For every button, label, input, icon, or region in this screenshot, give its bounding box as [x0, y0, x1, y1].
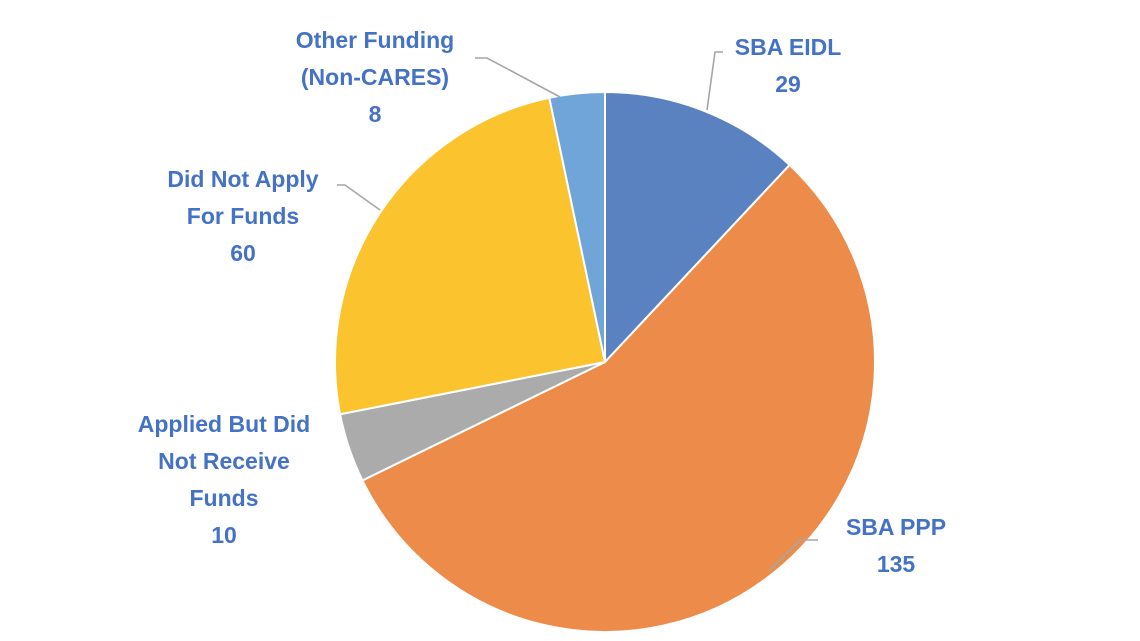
slice-value: 10 [211, 522, 237, 548]
leader-line-sba-eidl [706, 51, 723, 111]
slice-label-did-not-apply-for-funds: Did Not Apply For Funds 60 [167, 166, 318, 266]
slice-label-sba-ppp: SBA PPP 135 [846, 514, 946, 577]
slice-label-applied-but-did-not-receive-funds: Applied But Did Not Receive Funds 10 [138, 411, 310, 548]
leader-line-sba-ppp [769, 539, 818, 571]
pie-slice-sba-eidl [604, 90, 792, 365]
slice-label-line: Applied But Did [138, 411, 310, 437]
slice-label-line: Did Not Apply [167, 166, 318, 192]
leader-line-did-not-apply-for-funds [337, 184, 381, 211]
slice-value: 29 [775, 71, 801, 97]
pie-slice-other-funding-non-cares [548, 90, 606, 363]
slice-labels: SBA EIDL 29 SBA PPP 135 Applied But Did Not R… [138, 27, 946, 577]
slice-label-sba-eidl: SBA EIDL 29 [735, 34, 842, 97]
slice-label-other-funding-non-cares: Other Funding (Non-CARES) 8 [296, 27, 454, 127]
slice-label-line: Other Funding [296, 27, 454, 53]
slice-value: 8 [369, 101, 382, 127]
slice-label-line: Not Receive [158, 448, 290, 474]
slice-value: 135 [877, 551, 916, 577]
leader-lines [337, 51, 818, 571]
pie-slice-sba-ppp [361, 163, 876, 633]
slice-value: 60 [230, 240, 256, 266]
leader-line-other-funding-non-cares [475, 57, 561, 98]
slice-label-line: (Non-CARES) [301, 64, 449, 90]
slice-label-line: For Funds [187, 203, 299, 229]
slice-label-line: SBA PPP [846, 514, 946, 540]
pie-slices [334, 90, 876, 633]
slice-label-line: Funds [190, 485, 259, 511]
pie-slice-did-not-apply-for-funds [334, 96, 607, 416]
slice-label-line: SBA EIDL [735, 34, 842, 60]
